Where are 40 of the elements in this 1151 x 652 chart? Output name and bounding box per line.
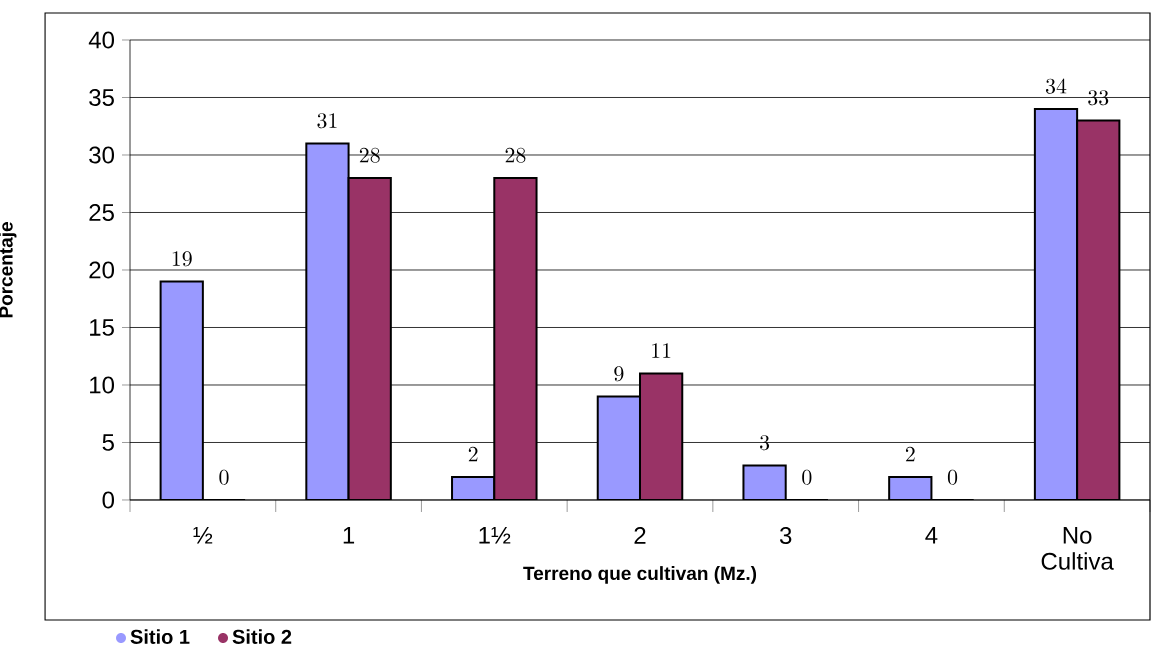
x-tick-label: ½: [193, 527, 213, 544]
data-label: 2: [468, 446, 478, 462]
legend-label: Sitio 1: [130, 629, 190, 644]
bar: [493, 176, 538, 500]
x-tick-label: 1: [343, 527, 355, 544]
bar: [596, 395, 641, 500]
data-label: 2: [905, 446, 915, 462]
x-tick-label: No Cultiva: [1041, 527, 1114, 570]
data-label: 11: [652, 343, 671, 358]
legend-label: Sitio 2: [232, 629, 292, 644]
bar: [1033, 107, 1079, 500]
y-tick-label: 40: [88, 31, 115, 49]
data-label: 9: [614, 366, 624, 382]
bar: [639, 372, 684, 500]
y-tick-label: 10: [90, 376, 115, 394]
x-tick-label: 1½: [479, 527, 511, 544]
bar: [159, 280, 204, 500]
data-label: 28: [359, 147, 380, 163]
bar: [742, 464, 787, 500]
y-tick-label: 35: [89, 89, 114, 106]
data-label: 0: [802, 469, 812, 485]
bar: [1076, 119, 1121, 500]
data-label: 0: [947, 469, 958, 485]
y-tick-label: 5: [102, 434, 114, 451]
y-tick-label: 15: [90, 319, 114, 336]
data-label: 31: [317, 113, 337, 129]
data-label: 34: [1045, 78, 1067, 94]
x-axis-title: Terreno que cultivan (Mz.): [523, 566, 757, 584]
x-tick-label: 2: [634, 527, 646, 544]
y-tick-label: 0: [102, 491, 115, 509]
x-tick-label: 4: [925, 527, 938, 544]
y-tick-label: 25: [89, 204, 114, 221]
data-label: 19: [172, 251, 192, 267]
data-label: 28: [505, 147, 526, 163]
bar: [305, 142, 350, 500]
x-tick-label: 3: [779, 527, 792, 545]
y-tick-label: 30: [89, 146, 115, 164]
data-label: 0: [219, 469, 229, 485]
bar: [347, 176, 392, 500]
y-tick-label: 20: [89, 261, 115, 279]
